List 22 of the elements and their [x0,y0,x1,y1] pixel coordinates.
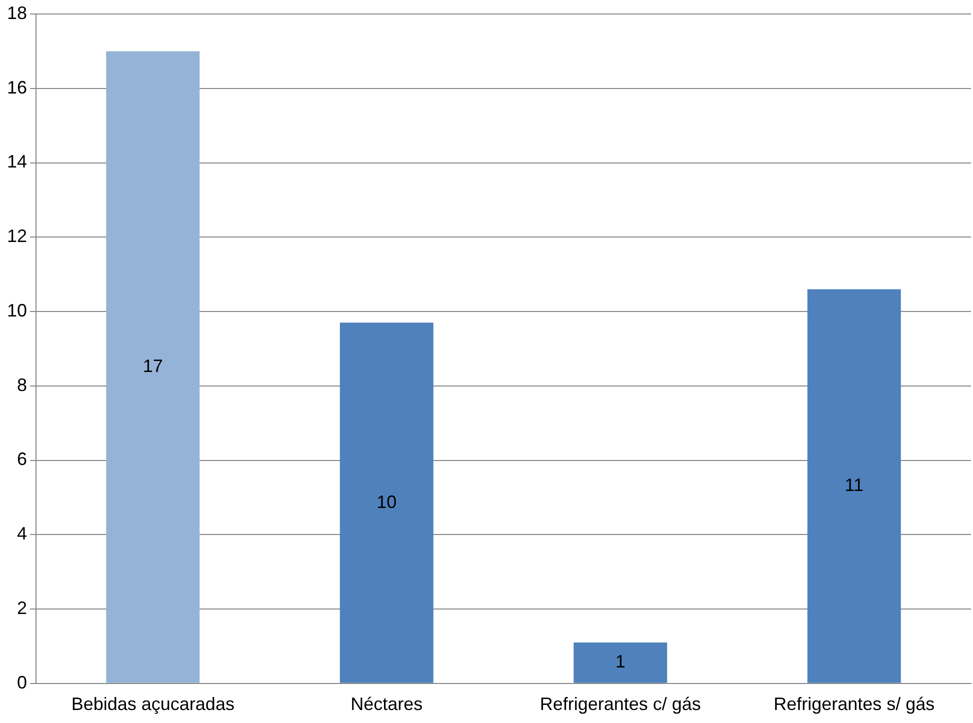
bar [340,322,434,683]
x-tick-label: Refrigerantes c/ gás [540,694,701,714]
y-tick-label: 4 [17,524,28,544]
data-label: 10 [376,492,397,512]
bar [574,642,668,683]
y-tick-label: 18 [6,2,28,23]
y-tick-label: 2 [17,598,28,618]
y-tick-label: 6 [17,449,28,470]
x-tick-label: Néctares [350,694,423,714]
y-tick-label: 0 [17,672,28,692]
bar [106,51,200,683]
bar [807,289,901,683]
y-tick-label: 12 [6,226,28,246]
y-tick-label: 16 [6,77,28,98]
x-tick-label: Refrigerantes s/ gás [774,694,935,714]
data-label: 11 [844,475,864,496]
data-label: 1 [615,652,626,672]
y-tick-label: 8 [17,374,28,395]
data-label: 17 [142,356,163,376]
y-tick-label: 10 [6,300,28,320]
x-tick-label: Bebidas açucaradas [71,694,234,714]
y-tick-label: 14 [6,152,28,172]
